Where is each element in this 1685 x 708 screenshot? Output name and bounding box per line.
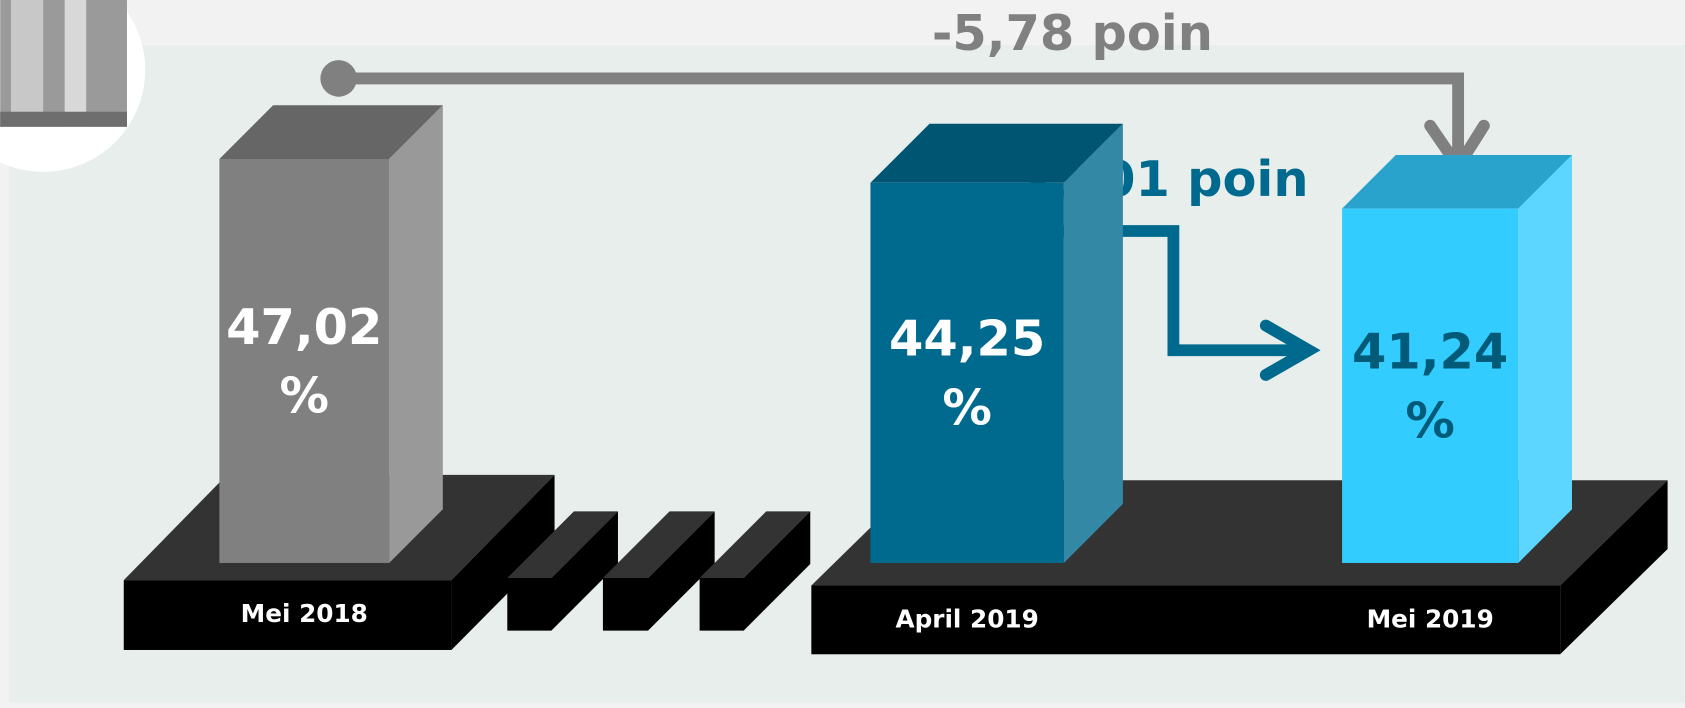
bar — [219, 105, 443, 563]
bar-side — [1518, 154, 1572, 563]
bar-top — [219, 105, 443, 160]
annotation: -5,78 poin — [932, 4, 1213, 62]
bar-top — [1342, 154, 1572, 209]
bar-side — [389, 105, 443, 563]
value-label: 47,02 % — [226, 297, 383, 425]
value-label-box: 41,24 % — [1351, 321, 1509, 450]
icon — [0, 0, 146, 172]
category-label: Mei 2019 — [1366, 606, 1494, 635]
category-label: Mei 2018 — [240, 601, 368, 630]
value-label-box: 44,25 % — [888, 309, 1046, 437]
value-label: 44,25 % — [888, 309, 1046, 437]
bars: 47,02 % Mei 2018 44,25 % April 2019 41,24 % M… — [219, 105, 1572, 635]
bar-front — [1342, 208, 1519, 563]
bar-front — [219, 159, 390, 563]
bar — [870, 123, 1123, 563]
category-label-box: Mei 2018 — [240, 601, 368, 630]
arrow-dot — [320, 60, 357, 97]
bar-front — [870, 182, 1064, 563]
category-label-box: Mei 2019 — [1366, 606, 1494, 635]
value-label-box: 47,02 % — [226, 297, 383, 425]
category-label: April 2019 — [895, 606, 1039, 635]
bar-top — [870, 123, 1123, 183]
bar-side — [1063, 123, 1123, 563]
category-label-box: April 2019 — [895, 606, 1039, 635]
bar — [1342, 154, 1572, 563]
value-label: 41,24 % — [1351, 321, 1509, 450]
